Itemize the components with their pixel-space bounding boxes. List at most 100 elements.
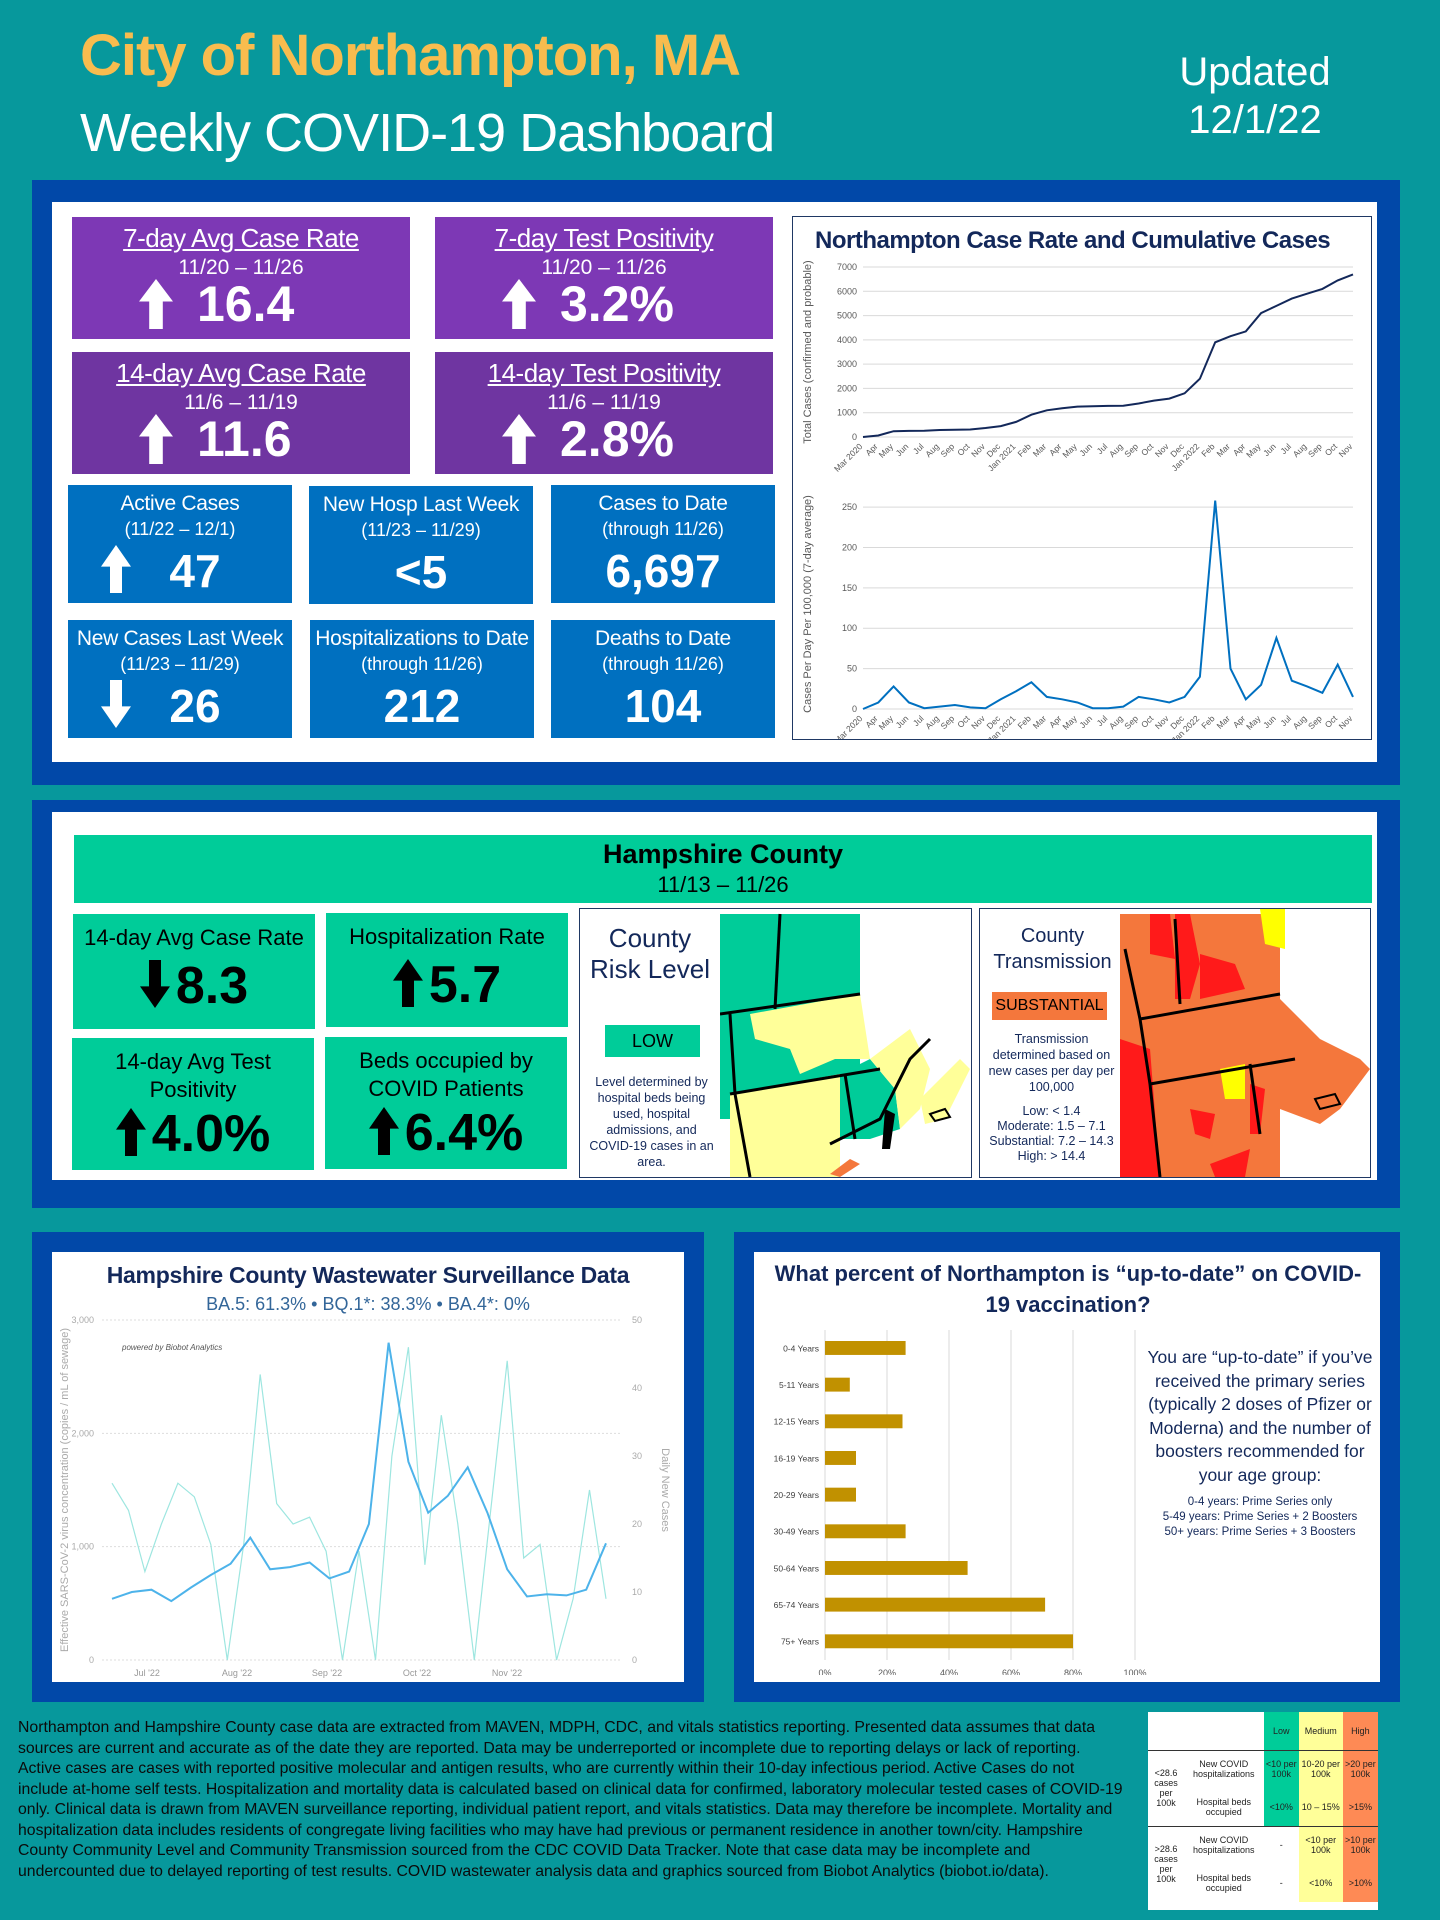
x-tick-label: Apr <box>1047 441 1064 458</box>
x-tick-label: May <box>877 441 896 460</box>
x-tick-label: Oct <box>1323 713 1340 730</box>
bar <box>825 1561 968 1575</box>
x-tick-label: Aug <box>1291 441 1309 459</box>
threshold-line: Substantial: 7.2 – 14.3 <box>989 1134 1114 1148</box>
x-tick-label: Mar 2020 <box>832 713 865 739</box>
y-tick-label: 250 <box>842 502 857 512</box>
metric-period: (11/23 – 11/29) <box>120 654 240 674</box>
risk-title: County Risk Level <box>590 923 710 984</box>
x-tick-label: Aug <box>1107 441 1125 459</box>
trend-up-icon <box>98 545 134 595</box>
metric-value: 4.0% <box>151 1105 271 1163</box>
category-label: 75+ Years <box>781 1637 819 1647</box>
bar <box>825 1414 903 1429</box>
bar <box>825 1597 1046 1612</box>
risk-note: Level determined by hospital beds being … <box>589 1075 714 1169</box>
x-tick-label: Nov <box>1337 713 1355 731</box>
x-tick-label: Apr <box>1231 441 1248 458</box>
y2-tick-label: 0 <box>632 1655 637 1665</box>
key-header: High <box>1342 1712 1378 1750</box>
x-tick-label: Nov <box>1153 441 1171 459</box>
booster-rule: 5-49 years: Prime Series + 2 Boosters <box>1162 1511 1358 1523</box>
x-tick-label: Nov <box>1153 713 1171 731</box>
x-tick-label: 60% <box>1002 1668 1020 1675</box>
category-label: 20-29 Years <box>774 1490 819 1500</box>
category-label: 30-49 Years <box>774 1527 819 1537</box>
metric-title: Deaths to Date <box>595 627 731 650</box>
county-header: Hampshire County 11/13 – 11/26 <box>74 835 1372 903</box>
x-tick-label: Mar <box>1031 441 1049 459</box>
x-tick-label: Sep <box>1122 441 1140 459</box>
metric-title: Cases to Date <box>598 492 728 515</box>
bar <box>825 1524 906 1539</box>
x-tick-label: Jul <box>1095 441 1110 456</box>
x-tick-label: Sep <box>939 441 957 459</box>
y2-tick-label: 50 <box>632 1315 642 1325</box>
metric-value: 8.3 <box>175 957 249 1015</box>
trend-up-icon <box>138 414 174 464</box>
wastewater-chart: 0 1,000 2,000 3,000 0 10 20 30 40 50 Jul '22 Aug '2… <box>59 1315 671 1678</box>
metric-title: 14-day Avg Case Rate <box>116 358 366 388</box>
city-count-tile: New Hosp Last Week (11/23 – 11/29) <5 <box>309 486 533 604</box>
trend-up-icon <box>138 279 174 329</box>
city-count-tile: Hospitalizations to Date (through 11/26)… <box>310 620 534 738</box>
key-cell: 10 – 15% <box>1298 1788 1343 1826</box>
x-tick-label: 0% <box>818 1668 831 1675</box>
metric-value: 6.4% <box>404 1104 524 1162</box>
metric-value: 47 <box>169 545 221 597</box>
metric-period: (through 11/26) <box>361 654 483 674</box>
risk-level-panel: County Risk Level LOW Level determined b… <box>579 908 972 1178</box>
dashboard-subtitle: Weekly COVID-19 Dashboard <box>80 103 775 163</box>
trend-up-icon <box>368 1106 399 1160</box>
attribution: powered by Biobot Analytics <box>121 1343 222 1352</box>
metric-value: 11.6 <box>197 411 292 467</box>
city-metric-tile: 14-day Avg Case Rate 11/6 – 11/19 11.6 <box>72 352 410 474</box>
y-tick-label: 200 <box>842 542 857 552</box>
community-level-key: Low Medium High <28.6 cases per 100k New COV… <box>1148 1712 1378 1910</box>
metric-value: 26 <box>169 680 221 732</box>
x-tick-label: Jul <box>911 441 926 456</box>
x-tick-label: May <box>1060 713 1079 732</box>
x-tick-label: Jun <box>1261 713 1278 730</box>
category-label: 12-15 Years <box>774 1417 819 1427</box>
key-cell: - <box>1263 1826 1299 1864</box>
metric-title: Active Cases <box>120 492 240 515</box>
y2-tick-label: 30 <box>632 1451 642 1461</box>
x-tick-label: May <box>1060 441 1079 460</box>
metric-title: 7-day Avg Case Rate <box>123 223 359 253</box>
metric-title: Hospitalization Rate <box>349 924 545 949</box>
city-title: City of Northampton, MA <box>80 23 741 88</box>
x-tick-label: 40% <box>940 1668 958 1675</box>
x-tick-label: Nov <box>969 441 987 459</box>
wastewater-title: Hampshire County Wastewater Surveillance… <box>106 1262 630 1288</box>
x-tick-label: Aug <box>923 713 941 731</box>
bar <box>825 1341 906 1355</box>
transmission-title: County Transmission <box>993 925 1112 973</box>
x-tick-label: Nov <box>1337 441 1355 459</box>
vaccination-title: What percent of Northampton is “up-to-da… <box>774 1261 1362 1317</box>
city-metric-tile: 14-day Test Positivity 11/6 – 11/19 2.8% <box>435 352 773 474</box>
metric-value: 16.4 <box>197 276 295 332</box>
updated-label: Updated 12/1/22 <box>1130 48 1380 144</box>
transmission-panel: County Transmission SUBSTANTIAL Transmis… <box>979 908 1371 1178</box>
metric-title: New Cases Last Week <box>76 627 284 650</box>
x-tick-label: Jun <box>894 713 911 730</box>
northampton-chart-panel: Northampton Case Rate and Cumulative Cas… <box>792 216 1372 740</box>
risk-level-badge: LOW <box>605 1025 700 1057</box>
daily-cases-line <box>111 1347 607 1661</box>
city-metric-tile: 7-day Avg Case Rate 11/20 – 11/26 16.4 <box>72 217 410 339</box>
category-label: 0-4 Years <box>783 1343 819 1353</box>
x-tick-label: Jul <box>1278 713 1293 728</box>
uptodate-lines: 0-4 years: Prime Series only 5-49 years: … <box>1140 1495 1380 1540</box>
x-tick-label: Oct <box>955 713 972 730</box>
metric-period: 11/20 – 11/26 <box>178 256 304 279</box>
bar <box>825 1377 850 1392</box>
key-cell: 10-20 per 100k <box>1298 1750 1343 1788</box>
y-tick-label: 5000 <box>837 311 857 321</box>
y-tick-label: 3000 <box>837 359 857 369</box>
metric-title: 14-day Test Positivity <box>487 358 721 388</box>
uptodate-note: You are “up-to-date” if you’ve received … <box>1140 1346 1380 1540</box>
x-tick-label: Sep <box>1306 441 1324 459</box>
y-tick-label: 0 <box>852 432 857 442</box>
y2-tick-label: 40 <box>632 1383 642 1393</box>
